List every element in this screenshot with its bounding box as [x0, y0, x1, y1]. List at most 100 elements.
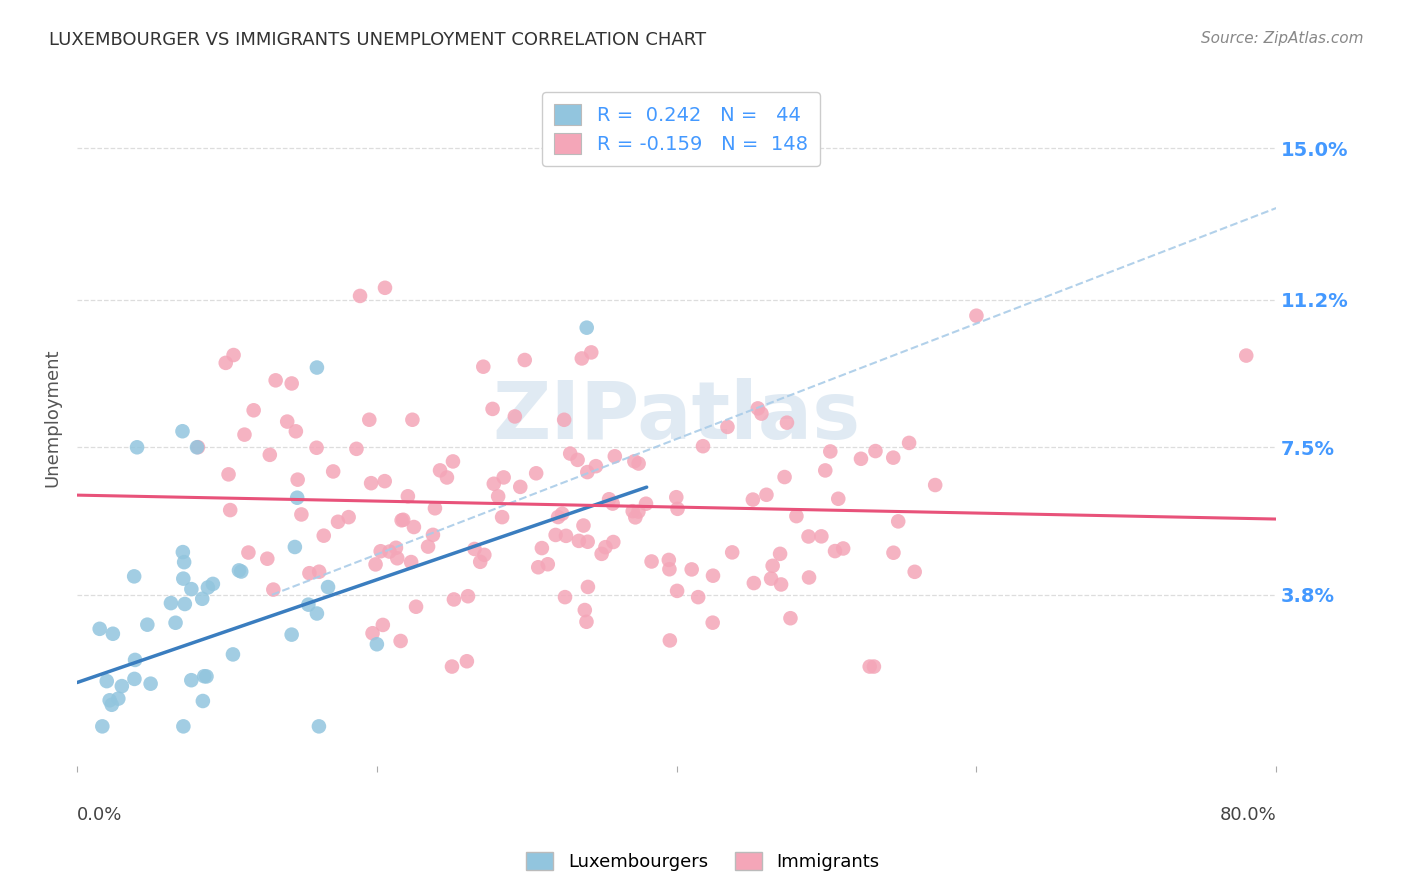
- Point: [285, 491, 308, 505]
- Point: [575, 320, 598, 334]
- Point: [576, 534, 599, 549]
- Point: [572, 518, 595, 533]
- Point: [666, 583, 689, 598]
- Point: [191, 591, 214, 606]
- Point: [751, 407, 773, 421]
- Point: [378, 544, 401, 558]
- Point: [640, 554, 662, 568]
- Point: [124, 672, 146, 686]
- Point: [218, 467, 240, 482]
- Point: [441, 454, 464, 468]
- Point: [349, 289, 371, 303]
- Point: [681, 562, 703, 576]
- Point: [396, 489, 419, 503]
- Point: [290, 508, 312, 522]
- Point: [598, 492, 620, 507]
- Point: [429, 463, 451, 477]
- Point: [316, 580, 339, 594]
- Point: [201, 577, 224, 591]
- Point: [742, 576, 765, 591]
- Point: [312, 529, 335, 543]
- Point: [160, 596, 183, 610]
- Point: [567, 453, 589, 467]
- Point: [191, 694, 214, 708]
- Point: [457, 589, 479, 603]
- Point: [423, 501, 446, 516]
- Point: [456, 654, 478, 668]
- Point: [305, 441, 328, 455]
- Point: [776, 416, 799, 430]
- Point: [472, 359, 495, 374]
- Point: [773, 470, 796, 484]
- Point: [359, 413, 381, 427]
- Point: [898, 436, 921, 450]
- Point: [326, 515, 349, 529]
- Point: [470, 555, 492, 569]
- Point: [571, 351, 593, 366]
- Point: [231, 565, 253, 579]
- Point: [827, 491, 849, 506]
- Point: [762, 558, 785, 573]
- Point: [513, 353, 536, 368]
- Legend: R =  0.242   N =   44, R = -0.159   N =  148: R = 0.242 N = 44, R = -0.159 N = 148: [543, 92, 820, 166]
- Point: [173, 555, 195, 569]
- Point: [702, 568, 724, 582]
- Point: [172, 545, 194, 559]
- Point: [814, 463, 837, 477]
- Text: 0.0%: 0.0%: [77, 806, 122, 824]
- Point: [770, 577, 793, 591]
- Point: [391, 513, 413, 527]
- Point: [436, 470, 458, 484]
- Point: [602, 497, 624, 511]
- Point: [180, 673, 202, 688]
- Point: [624, 510, 647, 524]
- Point: [537, 558, 560, 572]
- Point: [172, 719, 194, 733]
- Point: [481, 401, 503, 416]
- Point: [280, 376, 302, 391]
- Point: [576, 580, 599, 594]
- Point: [544, 528, 567, 542]
- Point: [107, 691, 129, 706]
- Point: [492, 470, 515, 484]
- Point: [346, 442, 368, 456]
- Point: [284, 540, 307, 554]
- Point: [187, 440, 209, 454]
- Point: [180, 582, 202, 596]
- Point: [568, 533, 591, 548]
- Point: [172, 572, 194, 586]
- Text: 80.0%: 80.0%: [1219, 806, 1277, 824]
- Point: [308, 565, 330, 579]
- Point: [298, 566, 321, 581]
- Point: [405, 599, 427, 614]
- Point: [399, 555, 422, 569]
- Point: [574, 603, 596, 617]
- Point: [374, 474, 396, 488]
- Point: [361, 626, 384, 640]
- Point: [219, 503, 242, 517]
- Point: [1234, 349, 1257, 363]
- Point: [366, 637, 388, 651]
- Point: [125, 440, 148, 454]
- Point: [595, 540, 617, 554]
- Point: [779, 611, 801, 625]
- Point: [824, 544, 846, 558]
- Point: [924, 478, 946, 492]
- Point: [233, 427, 256, 442]
- Point: [810, 529, 832, 543]
- Point: [136, 617, 159, 632]
- Point: [769, 547, 792, 561]
- Point: [305, 360, 328, 375]
- Point: [721, 545, 744, 559]
- Point: [658, 553, 681, 567]
- Point: [759, 572, 782, 586]
- Point: [741, 492, 763, 507]
- Point: [401, 413, 423, 427]
- Point: [688, 590, 710, 604]
- Point: [305, 607, 328, 621]
- Point: [832, 541, 855, 556]
- Point: [503, 409, 526, 424]
- Text: ZIPatlas: ZIPatlas: [492, 378, 860, 457]
- Point: [96, 674, 118, 689]
- Point: [262, 582, 284, 597]
